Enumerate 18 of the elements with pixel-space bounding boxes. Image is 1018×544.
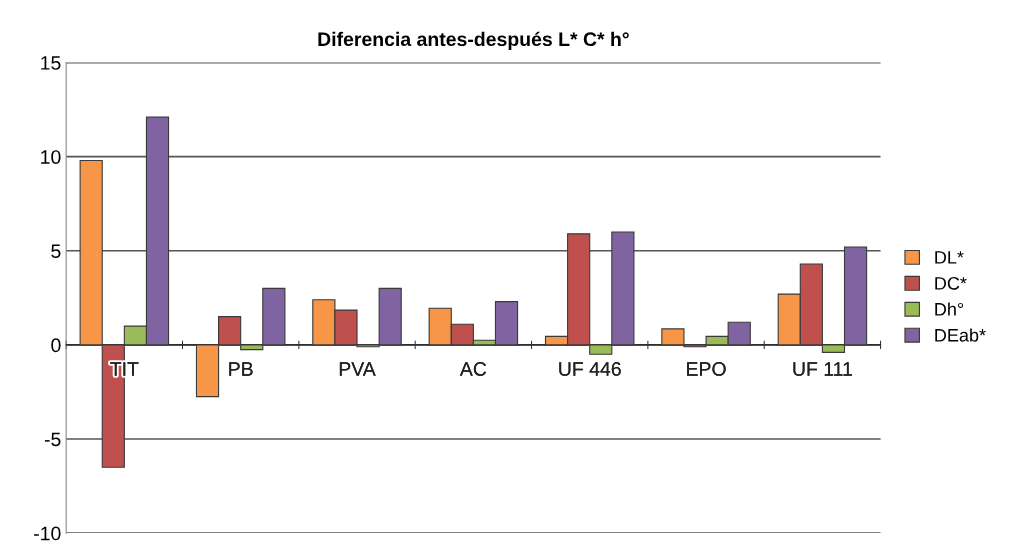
y-tick-label: -5 [44,432,61,447]
x-tick-label: UF 446 [559,362,621,376]
legend-label: DC* [935,276,967,290]
y-tick-label: -10 [34,526,61,541]
y-tick-label: 15 [41,56,61,70]
legend-label: DL* [935,251,964,264]
y-tick-label: 5 [51,244,61,259]
x-tick-label: PVA [339,362,376,376]
x-tick-label: AC [459,362,487,376]
y-tick-label: 10 [41,150,61,164]
x-tick-label: PB [229,362,253,376]
y-tick-label: 0 [51,338,61,353]
x-tick-label: UF 111 [793,362,852,376]
legend-label: DEab* [935,328,986,342]
x-tick-label: TIT [110,362,139,376]
legend-label: Dh° [935,302,964,316]
x-tick-label: EPO [687,362,726,376]
chart-title: Diferencia antes-después L* C* h° [318,31,629,50]
